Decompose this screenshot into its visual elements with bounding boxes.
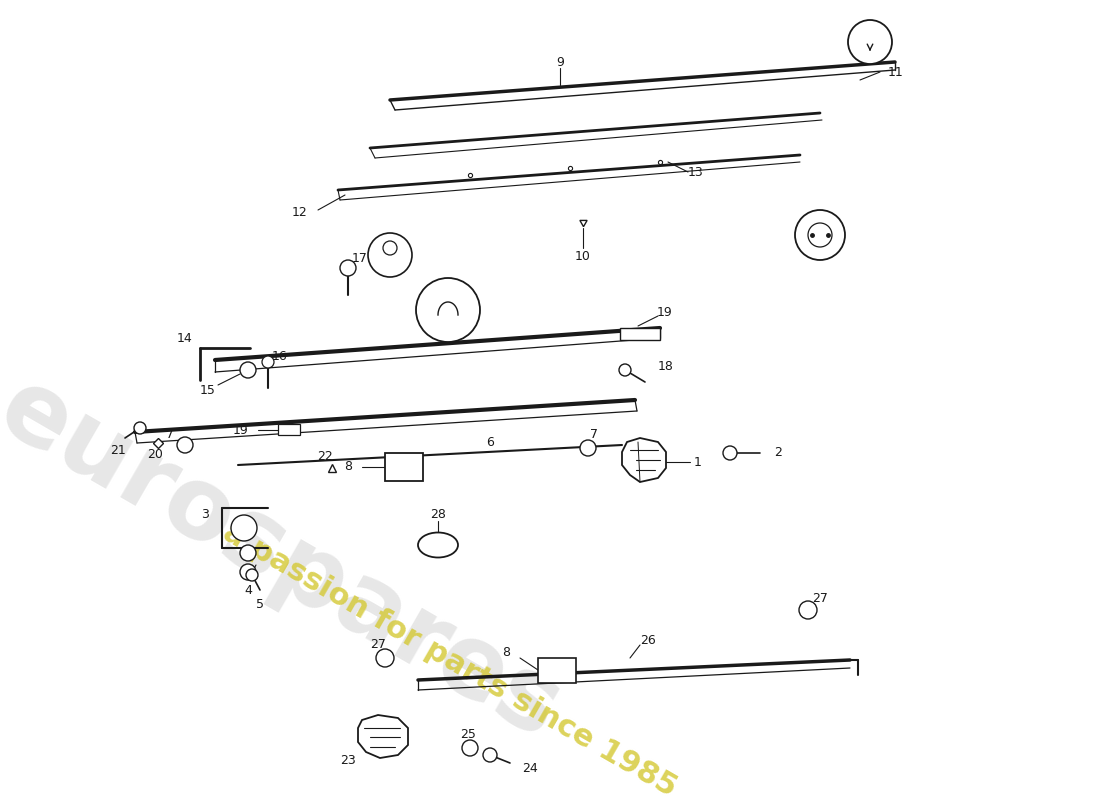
Text: 16: 16 <box>272 350 288 363</box>
Text: 28: 28 <box>430 507 446 521</box>
Circle shape <box>134 422 146 434</box>
Circle shape <box>619 364 631 376</box>
Text: 24: 24 <box>522 762 538 774</box>
Circle shape <box>240 362 256 378</box>
Bar <box>538 658 576 683</box>
Circle shape <box>231 515 257 541</box>
Bar <box>278 424 300 435</box>
Circle shape <box>483 748 497 762</box>
Text: 19: 19 <box>232 423 248 437</box>
Text: 17: 17 <box>352 251 367 265</box>
Text: 19: 19 <box>657 306 673 318</box>
Text: 5: 5 <box>256 598 264 611</box>
Text: 14: 14 <box>177 331 192 345</box>
Circle shape <box>795 210 845 260</box>
Text: 13: 13 <box>689 166 704 178</box>
Text: 23: 23 <box>340 754 356 766</box>
Circle shape <box>580 440 596 456</box>
Text: 15: 15 <box>200 383 216 397</box>
Text: 6: 6 <box>486 435 494 449</box>
Circle shape <box>462 740 478 756</box>
Circle shape <box>240 545 256 561</box>
Circle shape <box>416 278 480 342</box>
Ellipse shape <box>418 533 458 558</box>
Text: 18: 18 <box>658 361 674 374</box>
Text: 8: 8 <box>344 461 352 474</box>
Text: 1: 1 <box>694 455 702 469</box>
Circle shape <box>383 241 397 255</box>
Circle shape <box>808 223 832 247</box>
Text: 4: 4 <box>244 583 252 597</box>
Circle shape <box>376 649 394 667</box>
Bar <box>385 453 424 481</box>
Text: 26: 26 <box>640 634 656 646</box>
Text: 10: 10 <box>575 250 591 263</box>
Circle shape <box>368 233 412 277</box>
Text: 27: 27 <box>812 591 828 605</box>
Text: 11: 11 <box>888 66 904 78</box>
Text: 8: 8 <box>502 646 510 658</box>
Text: eurospares: eurospares <box>0 360 578 760</box>
Circle shape <box>177 437 192 453</box>
Text: 20: 20 <box>147 449 163 462</box>
Circle shape <box>240 564 256 580</box>
Circle shape <box>340 260 356 276</box>
Text: a passion for parts since 1985: a passion for parts since 1985 <box>218 518 682 800</box>
Circle shape <box>723 446 737 460</box>
Text: 3: 3 <box>201 509 209 522</box>
Text: 22: 22 <box>317 450 333 463</box>
Circle shape <box>246 569 258 581</box>
Circle shape <box>848 20 892 64</box>
Text: 2: 2 <box>774 446 782 459</box>
Text: 7: 7 <box>166 429 174 442</box>
Text: 21: 21 <box>110 443 125 457</box>
Circle shape <box>262 356 274 368</box>
Text: 9: 9 <box>557 55 564 69</box>
Text: 12: 12 <box>292 206 307 218</box>
Circle shape <box>799 601 817 619</box>
Text: 25: 25 <box>460 729 476 742</box>
Bar <box>620 328 660 340</box>
Text: 7: 7 <box>590 427 598 441</box>
Text: 27: 27 <box>370 638 386 651</box>
